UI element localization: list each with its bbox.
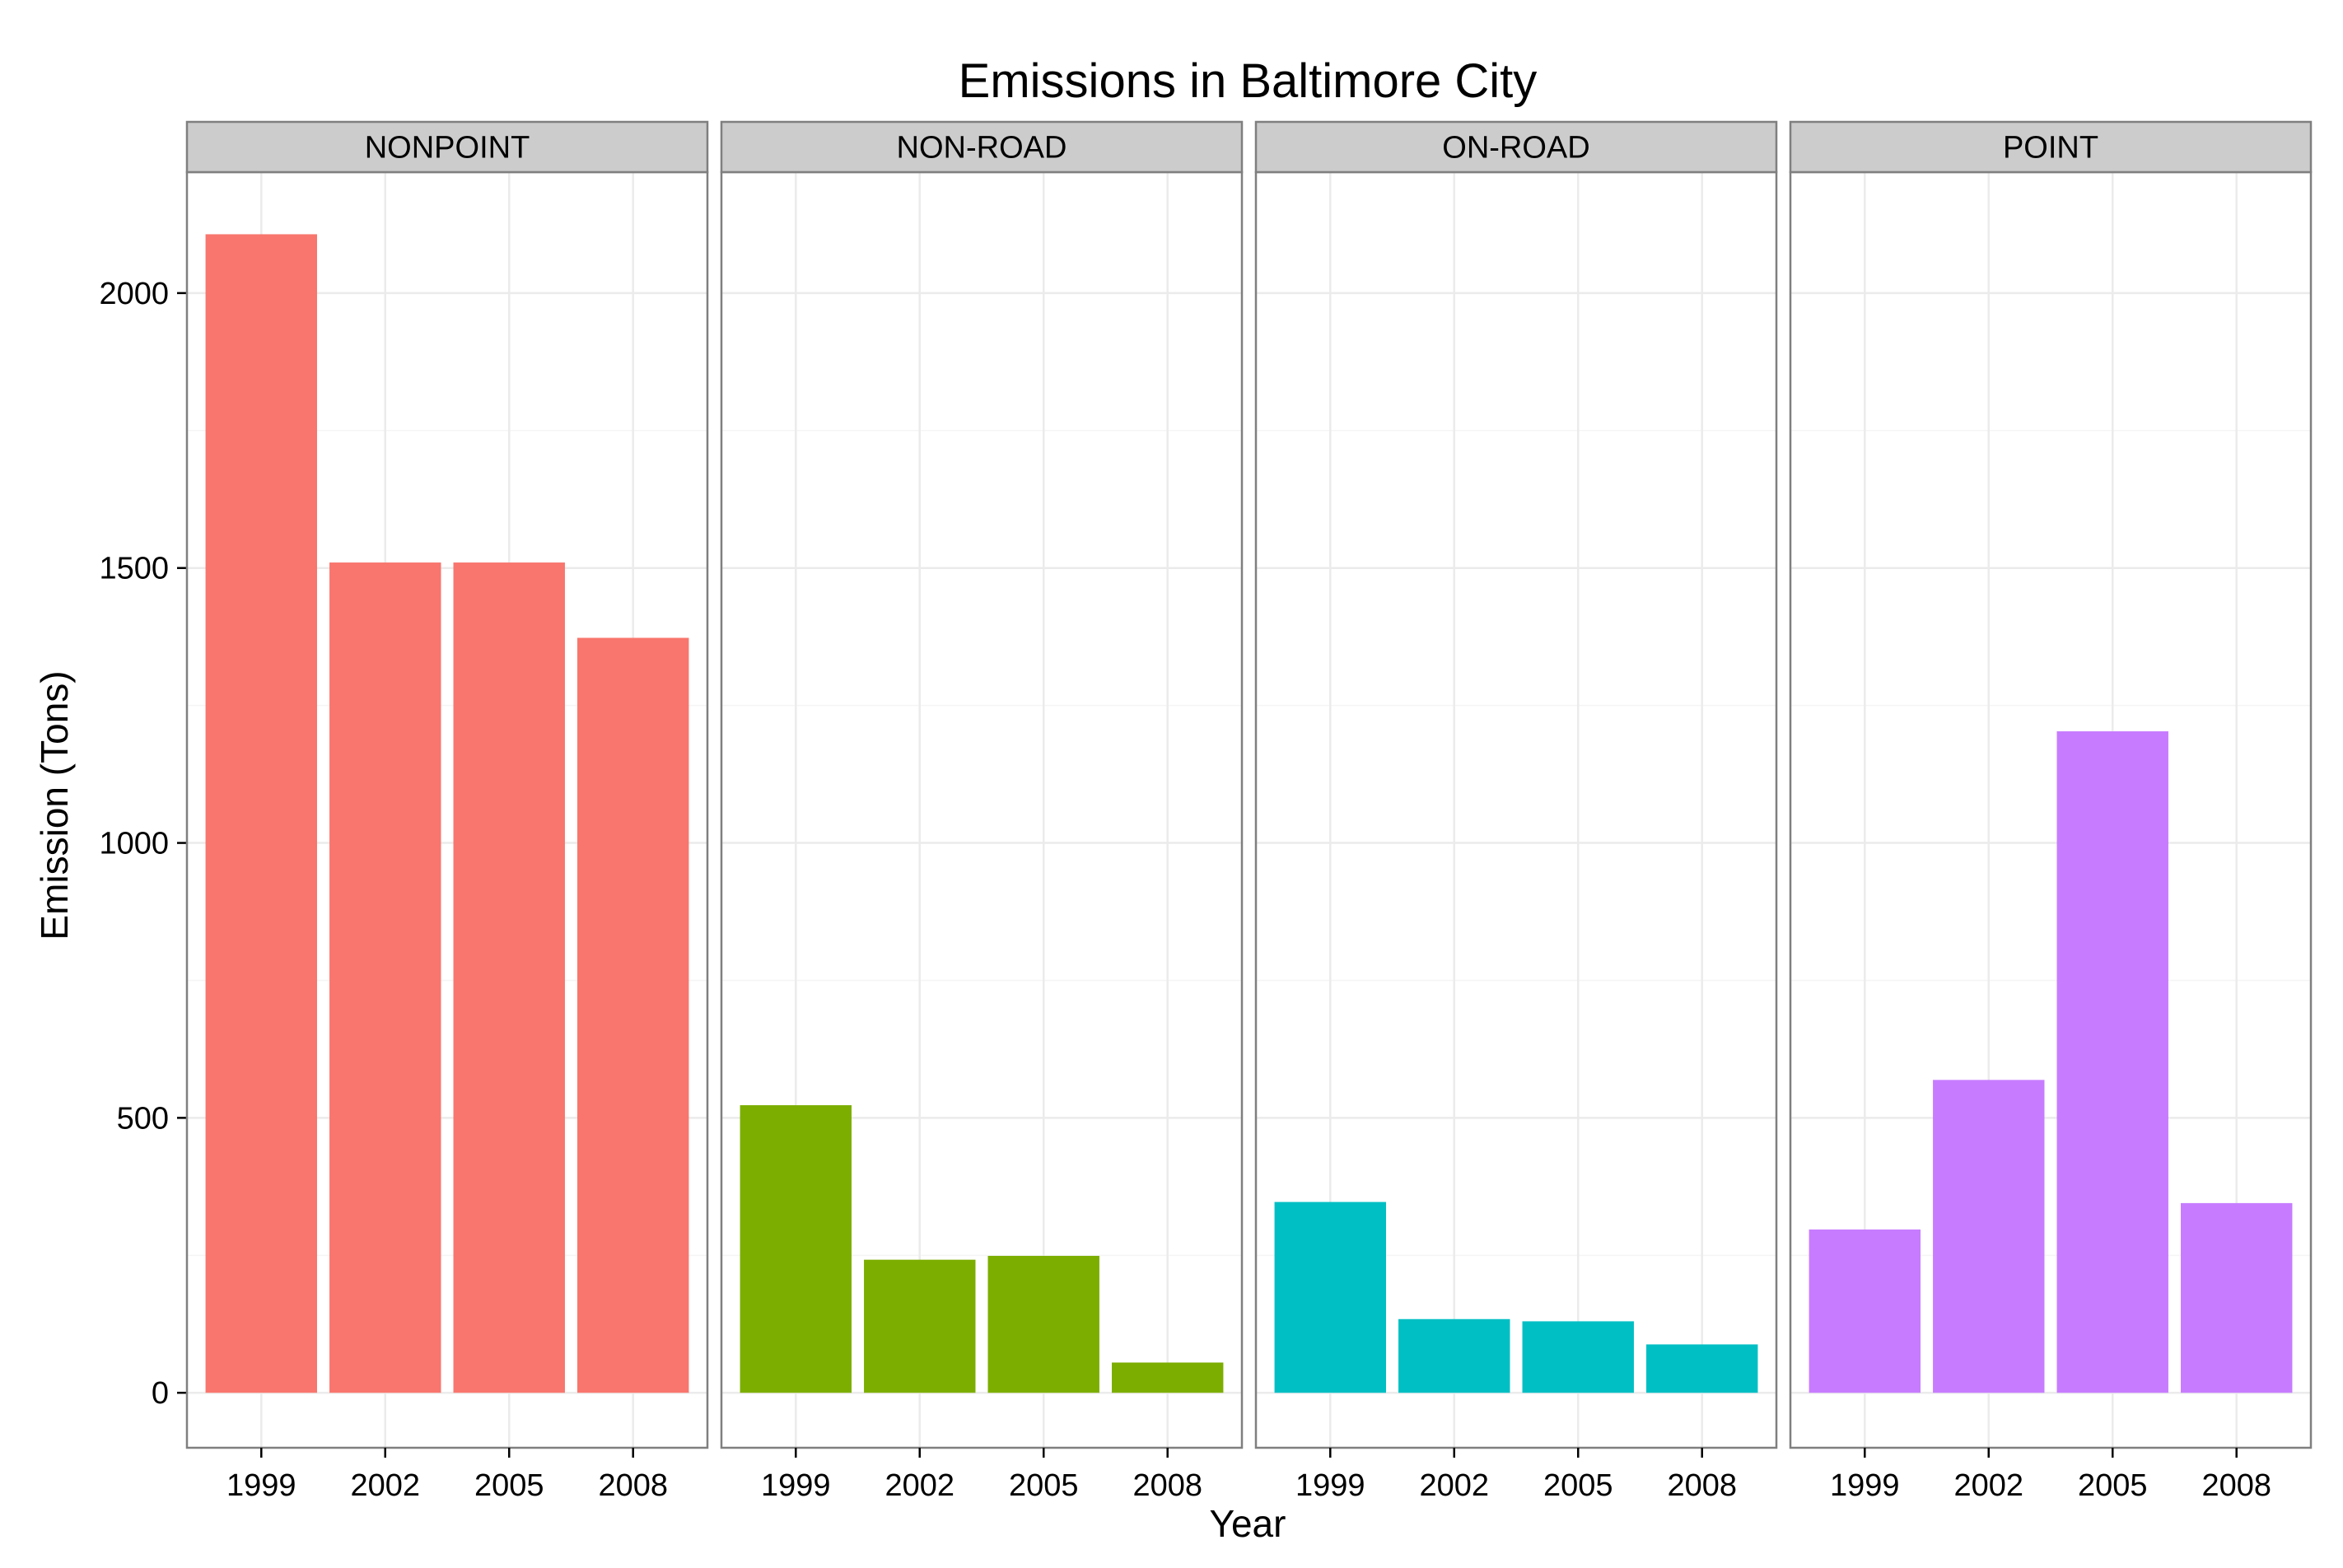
x-tick-label: 1999 [1830, 1468, 1900, 1503]
bar-non-road-1999 [740, 1105, 852, 1393]
x-tick-label: 2002 [350, 1468, 420, 1503]
x-axis-title: Year [1210, 1502, 1286, 1545]
x-tick-label: 2008 [2201, 1468, 2271, 1503]
bar-non-road-2008 [1112, 1362, 1224, 1393]
x-tick-label: 1999 [1295, 1468, 1365, 1503]
y-tick-label: 500 [117, 1101, 169, 1136]
x-tick-label: 2008 [1132, 1468, 1202, 1503]
bar-nonpoint-2008 [577, 637, 689, 1393]
x-tick-label: 1999 [761, 1468, 831, 1503]
bar-point-2008 [2181, 1202, 2293, 1393]
y-tick-label: 0 [152, 1376, 169, 1411]
facet-strip-label: NONPOINT [365, 131, 530, 166]
bar-nonpoint-2002 [329, 562, 441, 1393]
bar-non-road-2005 [987, 1255, 1099, 1393]
facet-strip-label: POINT [2003, 131, 2098, 166]
x-tick-label: 2005 [1009, 1468, 1079, 1503]
x-tick-label: 2002 [1953, 1468, 2023, 1503]
facet-strip [1789, 120, 2313, 174]
x-tick-label: 2008 [598, 1468, 668, 1503]
bar-on-road-1999 [1274, 1202, 1386, 1393]
facet-panel-non-road: NON-ROAD 1999 2002 2005 2008 [720, 120, 1244, 1503]
facet-strip-label: ON-ROAD [1442, 131, 1589, 166]
bar-on-road-2002 [1398, 1318, 1510, 1393]
bar-non-road-2002 [864, 1259, 976, 1393]
x-tick-label: 1999 [226, 1468, 296, 1503]
chart-title: Emissions in Baltimore City [959, 54, 1538, 108]
x-tick-label: 2005 [474, 1468, 544, 1503]
y-axis: 0 500 1000 1500 2000 [99, 277, 187, 1411]
bar-point-2002 [1933, 1080, 2045, 1393]
y-axis-title: Emission (Tons) [33, 670, 76, 940]
x-tick-label: 2005 [1543, 1468, 1613, 1503]
bar-nonpoint-1999 [205, 234, 317, 1393]
bar-point-1999 [1809, 1229, 1921, 1393]
facet-strip [1254, 120, 1778, 174]
x-tick-label: 2005 [2078, 1468, 2148, 1503]
y-tick-label: 2000 [99, 277, 169, 311]
bar-on-road-2008 [1646, 1344, 1758, 1393]
facet-strip-label: NON-ROAD [897, 131, 1067, 166]
facet-strip [720, 120, 1244, 174]
y-tick-label: 1500 [99, 552, 169, 586]
facet-panel-nonpoint: NONPOINT 1999 2002 2005 2008 [185, 120, 709, 1503]
bar-on-road-2005 [1522, 1321, 1634, 1393]
x-tick-label: 2008 [1667, 1468, 1737, 1503]
x-tick-label: 2002 [884, 1468, 954, 1503]
x-tick-label: 2002 [1419, 1468, 1489, 1503]
bar-point-2005 [2056, 731, 2168, 1393]
facet-strip [185, 120, 709, 174]
bar-nonpoint-2005 [453, 562, 565, 1393]
facet-panel-on-road: ON-ROAD 1999 2002 2005 2008 [1254, 120, 1778, 1503]
y-tick-label: 1000 [99, 827, 169, 861]
facet-panel-point: POINT 1999 2002 2005 2008 [1789, 120, 2313, 1503]
facet-panels: NONPOINT 1999 2002 2005 2008 NON-ROAD 1999 2002… [185, 120, 2313, 1503]
